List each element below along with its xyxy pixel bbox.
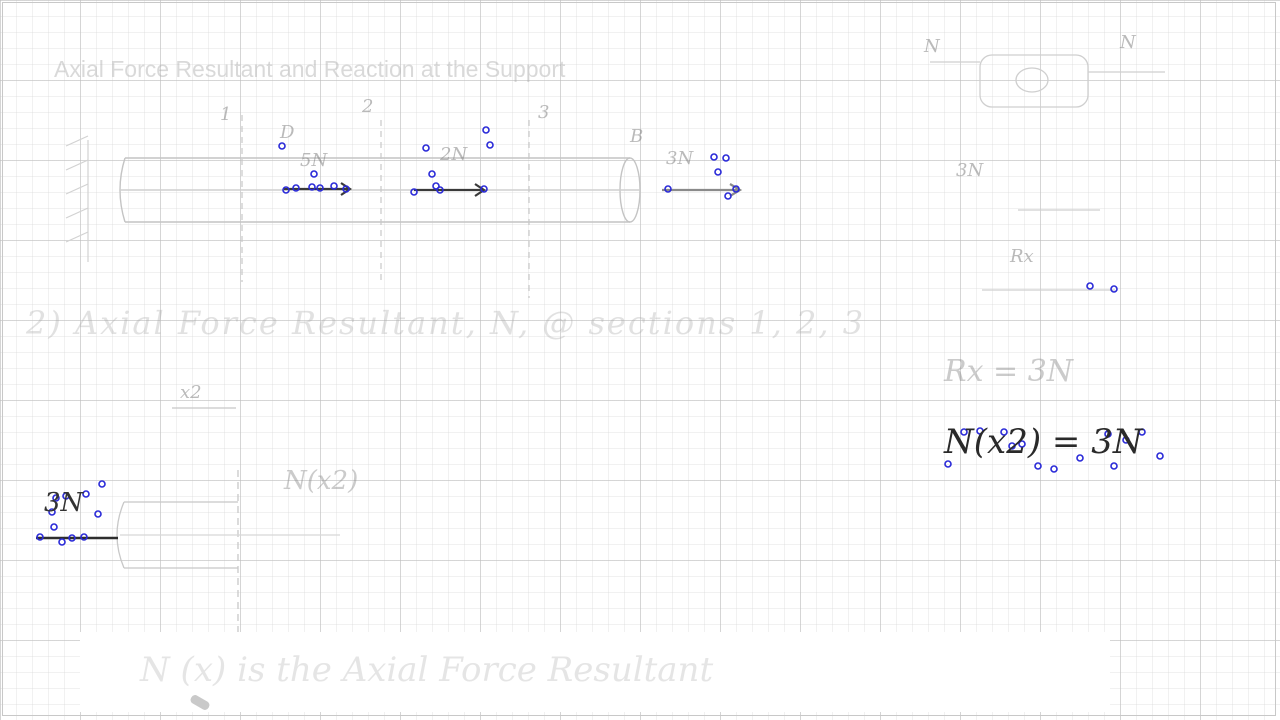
section-n-label: N(x2) [284,466,359,496]
wall-hatching [65,135,89,262]
load-mid-label: 2N [440,144,468,165]
rx-equation: Rx = 3N [944,354,1074,389]
section-x-label: x2 [180,382,202,403]
point-d-label: D [280,122,295,143]
caption-box [80,632,1110,712]
fbd-n-right: N [1120,32,1136,53]
fbd-reaction: Rx [1010,246,1034,267]
section-cuts [241,115,530,298]
section-sketch [116,407,340,632]
load-b-label: 3N [666,148,694,169]
section-1-label: 1 [220,104,232,125]
n-x2-equation: N(x2) = 3N [944,422,1143,462]
fbd-force-3n: 3N [956,160,984,181]
beam-body [119,157,641,223]
caption-text: N (x) is the Axial Force Resultant [140,650,714,690]
applied-force-label: 3N [44,488,84,518]
section-2-label: 2 [362,96,374,117]
pen-markers [36,126,1164,546]
page-heading: Axial Force Resultant and Reaction at th… [54,56,566,82]
point-b-label: B [630,126,644,147]
load-d-label: 5N [300,150,328,171]
part-title: 2) Axial Force Resultant, N, @ sections … [26,304,866,342]
section-3-label: 3 [538,102,550,123]
fbd-n-left: N [924,36,940,57]
free-body-diagram [930,54,1165,291]
